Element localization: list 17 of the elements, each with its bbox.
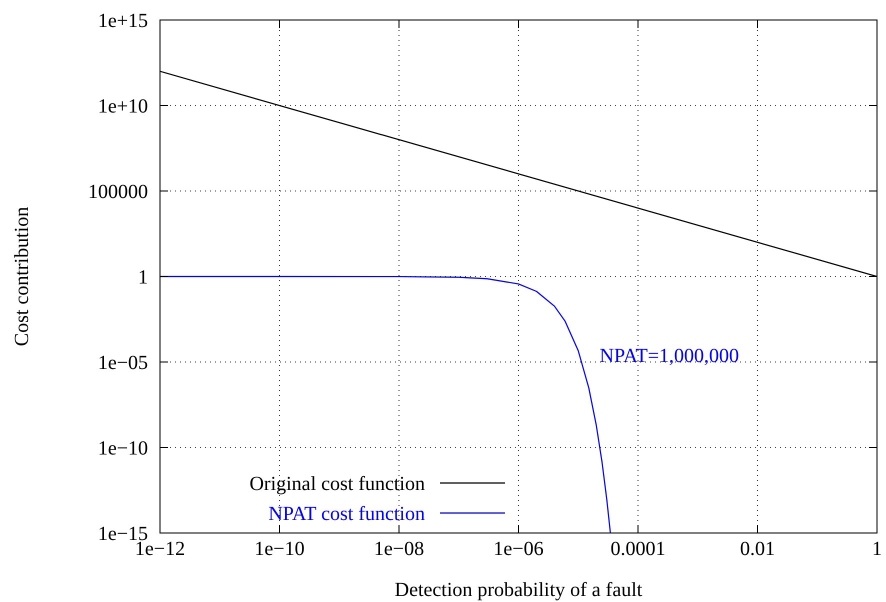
y-axis-title: Cost contribution (11, 206, 33, 346)
legend-label: Original cost function (249, 473, 425, 495)
legend-label: NPAT cost function (268, 503, 425, 525)
x-axis-title: Detection probability of a fault (394, 579, 643, 601)
x-tick-label: 0.01 (740, 538, 775, 560)
x-tick-label: 0.0001 (610, 538, 666, 560)
x-tick-label: 1 (872, 538, 882, 560)
x-tick-label: 1e−10 (254, 538, 305, 560)
y-tick-label: 100000 (88, 181, 148, 203)
x-tick-label: 1e−08 (374, 538, 424, 560)
annotation: NPAT=1,000,000 (600, 345, 739, 368)
y-tick-label: 1e−05 (98, 352, 148, 374)
y-tick-label: 1 (138, 266, 148, 288)
y-tick-label: 1e−10 (98, 438, 148, 460)
y-tick-label: 1e+15 (98, 10, 148, 32)
x-tick-label: 1e−06 (493, 538, 544, 560)
y-tick-label: 1e+10 (98, 96, 148, 118)
